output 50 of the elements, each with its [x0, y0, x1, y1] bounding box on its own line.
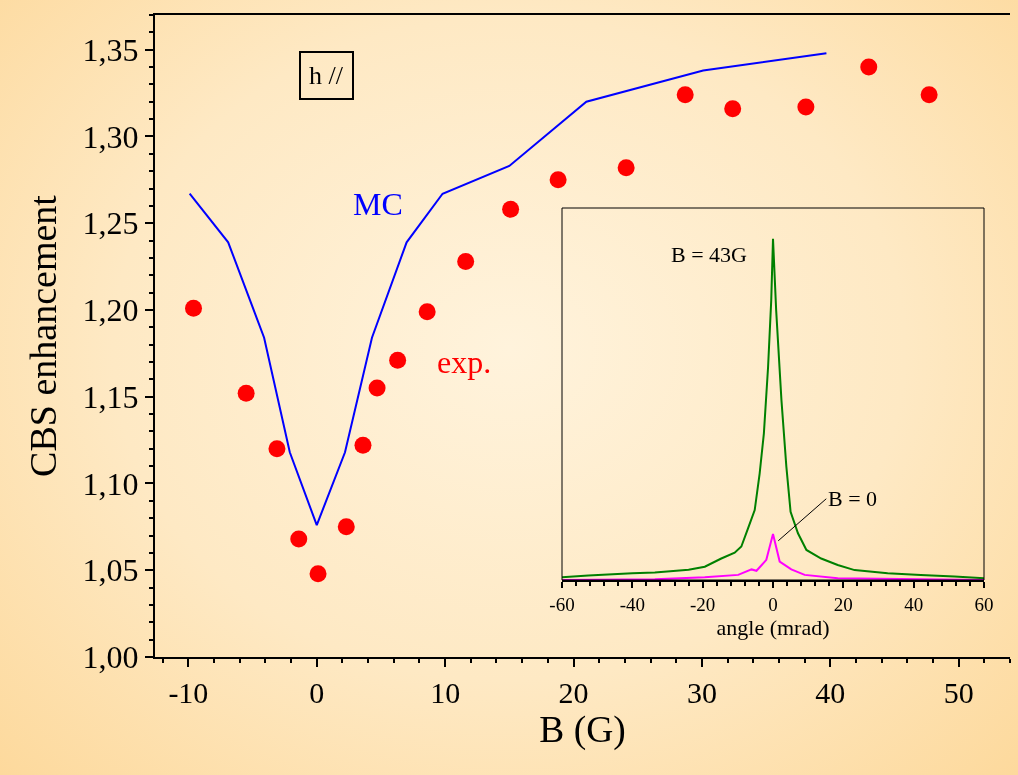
- y-tick-label: 1,20: [82, 292, 139, 329]
- point: [920, 86, 938, 104]
- y-tick-label: 1,00: [82, 639, 139, 676]
- x-tick-label: 30: [686, 676, 717, 709]
- point: [617, 159, 635, 177]
- point: [797, 98, 815, 116]
- series-label: MC: [353, 186, 403, 222]
- point: [676, 86, 694, 104]
- point: [185, 299, 203, 317]
- x-tick-label: -10: [168, 676, 209, 709]
- point: [337, 518, 355, 536]
- x-tick-label: 20: [558, 676, 589, 709]
- x-tick-label: -40: [619, 593, 645, 615]
- text: B = 0: [828, 486, 878, 511]
- x-axis-title: angle (mrad): [716, 614, 830, 640]
- y-tick-label: 1,30: [82, 118, 139, 155]
- y-tick-label: 1,10: [82, 465, 139, 502]
- point: [724, 100, 742, 118]
- point: [860, 58, 878, 76]
- x-axis-title: B (G): [539, 709, 626, 751]
- y-tick-label: 1,25: [82, 205, 139, 242]
- y-tick-label: 1,05: [82, 552, 139, 589]
- x-tick-label: -60: [549, 593, 575, 615]
- y-tick-label: 1,15: [82, 378, 139, 415]
- annotation: h //: [309, 61, 344, 90]
- x-tick-label: 40: [815, 676, 846, 709]
- x-tick-label: 40: [904, 593, 924, 615]
- point: [268, 440, 286, 458]
- point: [549, 171, 567, 189]
- point: [389, 351, 407, 369]
- x-tick-label: 0: [768, 593, 778, 615]
- point: [457, 252, 475, 270]
- point: [418, 303, 436, 321]
- y-tick-label: 1,35: [82, 31, 139, 68]
- point: [368, 379, 386, 397]
- point: [502, 200, 520, 218]
- series-label: B = 43G: [671, 242, 748, 267]
- x-tick-label: 50: [943, 676, 974, 709]
- point: [354, 436, 372, 454]
- x-tick-label: 0: [309, 676, 325, 709]
- x-tick-label: 60: [974, 593, 994, 615]
- x-tick-label: -20: [690, 593, 716, 615]
- x-tick-label: 20: [833, 593, 853, 615]
- point: [290, 530, 308, 548]
- line-series: [188, 52, 828, 527]
- y-axis-title: CBS enhancement: [22, 194, 65, 477]
- point: [309, 565, 327, 583]
- x-tick-label: 10: [430, 676, 461, 709]
- point: [237, 384, 255, 402]
- series-label: exp.: [437, 344, 492, 380]
